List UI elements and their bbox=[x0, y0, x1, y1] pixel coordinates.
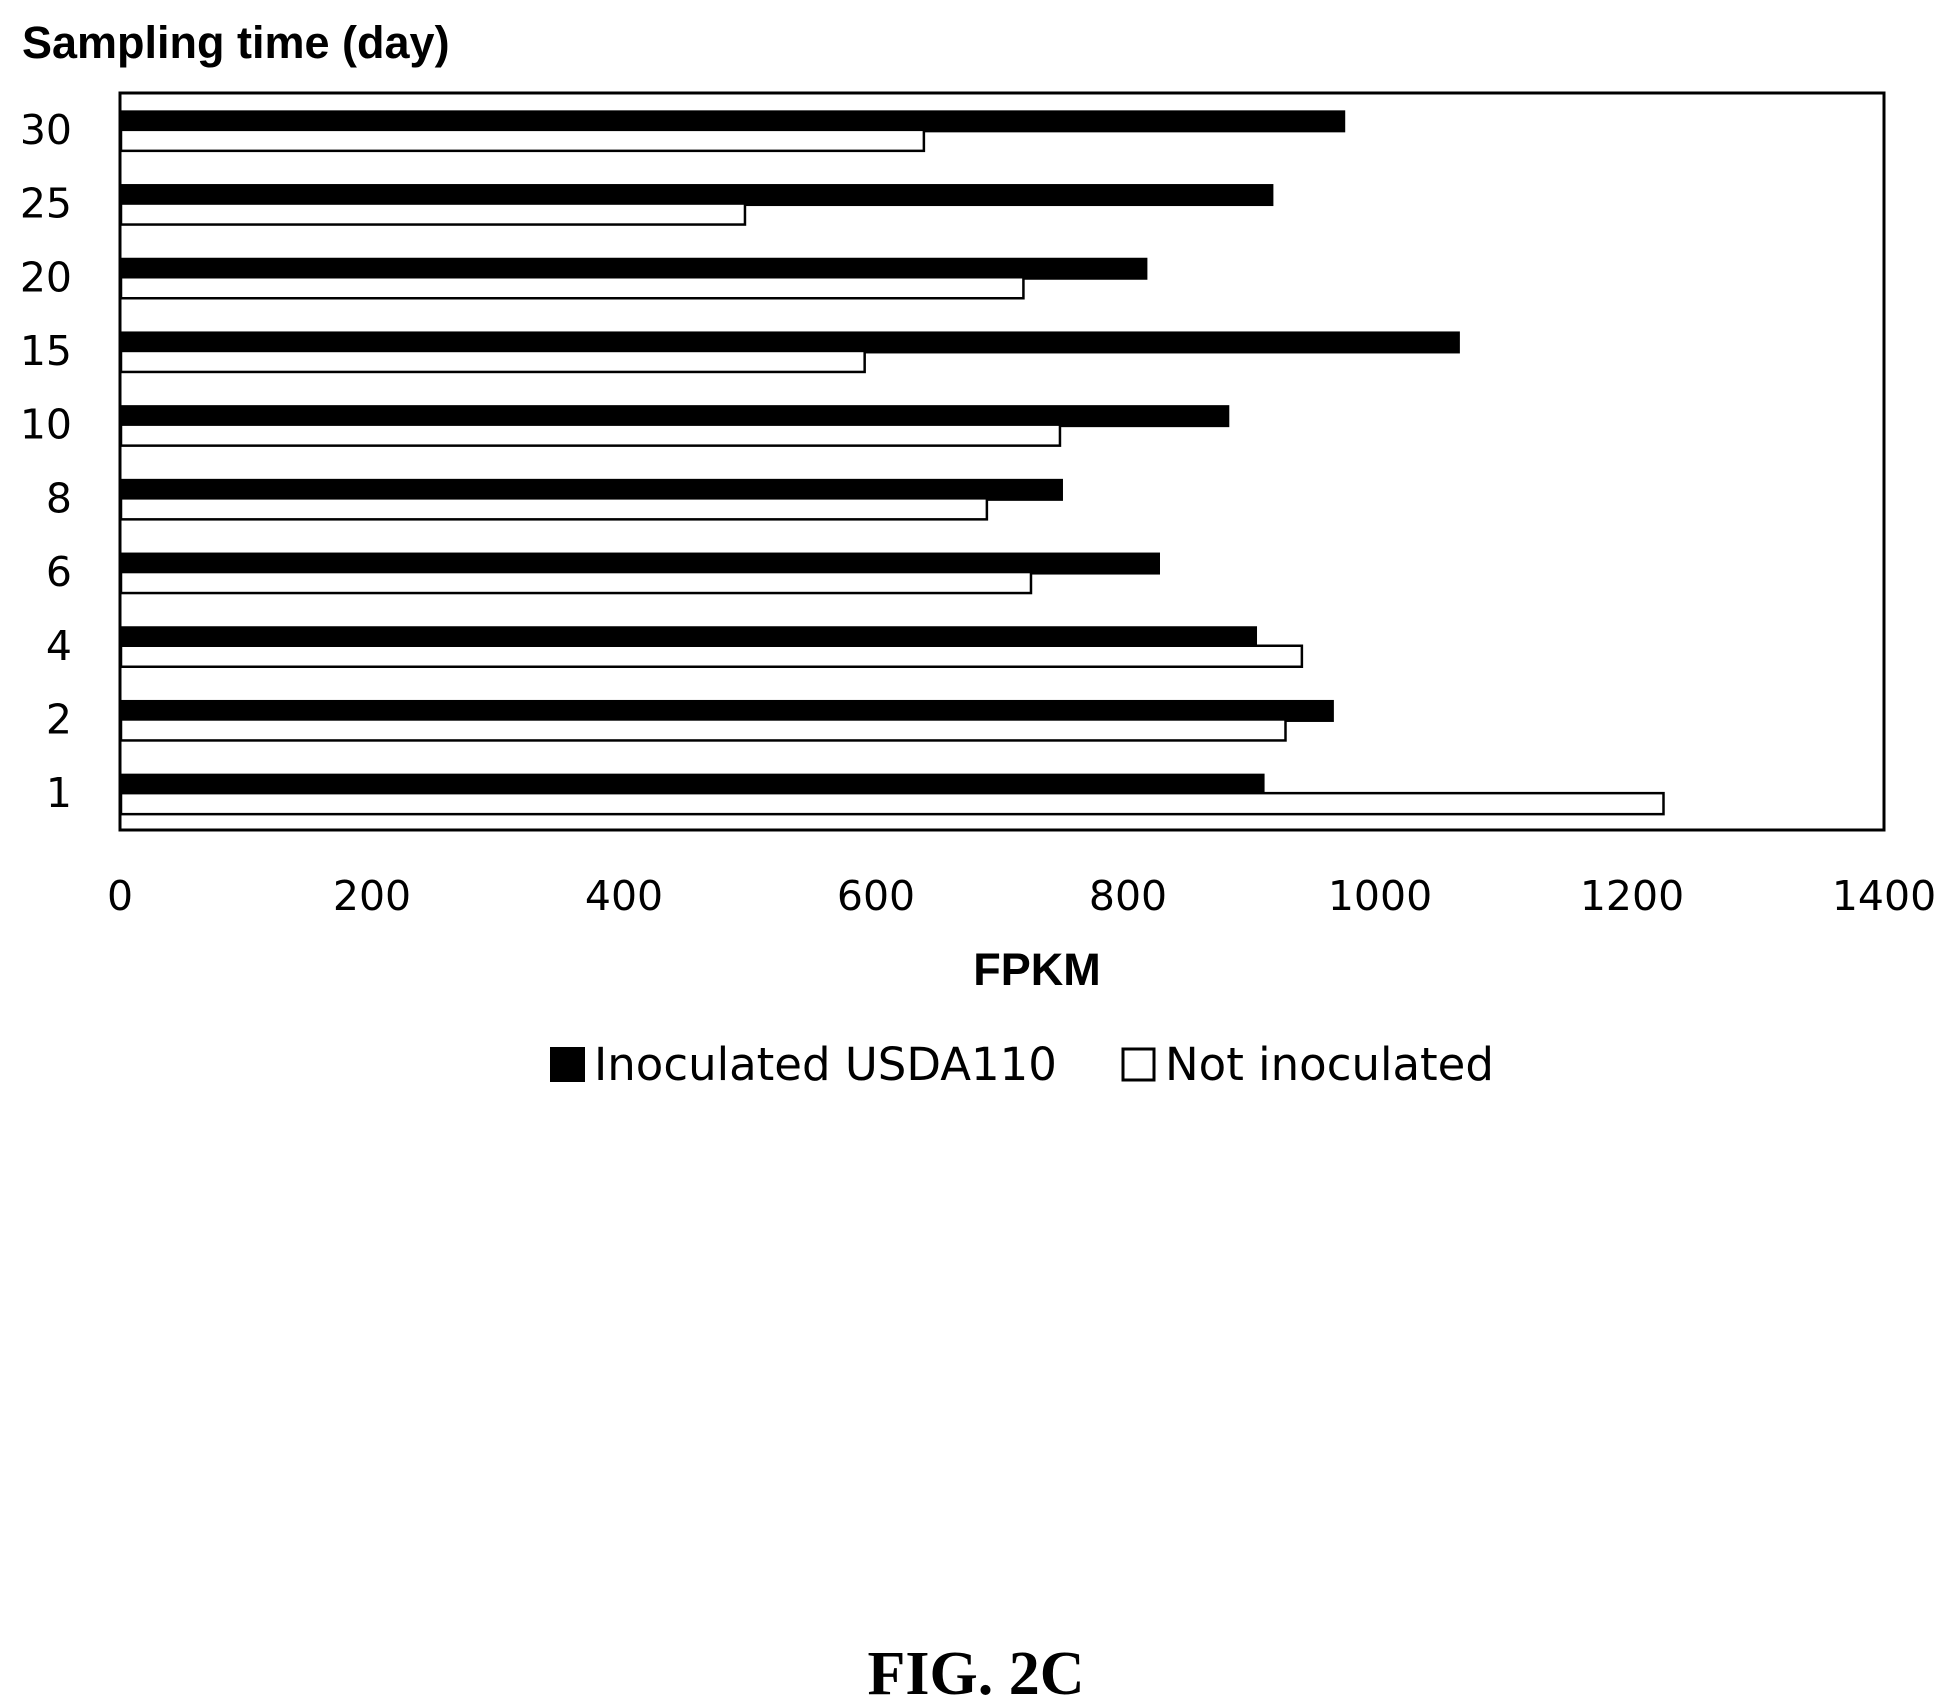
y-axis-title: Sampling time (day) bbox=[22, 17, 450, 68]
y-tick-label: 25 bbox=[20, 180, 72, 228]
y-tick-label: 6 bbox=[46, 548, 72, 596]
x-tick-label: 400 bbox=[585, 872, 663, 920]
bar-not-inoculated-day-15 bbox=[119, 349, 866, 374]
x-tick-label: 1200 bbox=[1580, 872, 1684, 920]
legend-swatch-inoculated bbox=[550, 1047, 585, 1082]
bar-not-inoculated-day-20 bbox=[119, 276, 1025, 300]
bar-not-inoculated-day-30 bbox=[119, 128, 926, 153]
legend: Inoculated USDA110 Not inoculated bbox=[550, 1038, 1494, 1091]
bar-not-inoculated-day-1 bbox=[119, 791, 1665, 816]
legend-swatch-not-inoculated bbox=[1121, 1047, 1156, 1082]
bars-group bbox=[119, 110, 1665, 816]
y-tick-labels: 1 2 4 6 8 10 15 20 25 30 bbox=[20, 106, 72, 817]
x-axis-title: FPKM bbox=[973, 944, 1101, 995]
y-tick-label: 30 bbox=[20, 106, 72, 154]
bar-not-inoculated-day-4 bbox=[119, 644, 1304, 668]
x-tick-label: 600 bbox=[837, 872, 915, 920]
y-tick-label: 4 bbox=[46, 622, 72, 670]
y-tick-label: 15 bbox=[20, 327, 72, 375]
x-tick-label: 1400 bbox=[1832, 872, 1936, 920]
y-tick-label: 2 bbox=[46, 695, 72, 743]
figure-caption: FIG. 2C bbox=[868, 1640, 1085, 1708]
bar-not-inoculated-day-2 bbox=[119, 718, 1287, 742]
legend-label-not-inoculated: Not inoculated bbox=[1165, 1038, 1494, 1091]
legend-label-inoculated: Inoculated USDA110 bbox=[594, 1038, 1057, 1091]
bar-not-inoculated-day-8 bbox=[119, 497, 989, 521]
x-tick-labels: 0 200 400 600 800 1000 1200 1400 bbox=[107, 872, 1936, 920]
y-tick-label: 1 bbox=[46, 769, 72, 817]
x-tick-label: 0 bbox=[107, 872, 133, 920]
y-tick-label: 10 bbox=[20, 401, 72, 449]
bar-not-inoculated-day-6 bbox=[119, 570, 1033, 595]
x-tick-label: 800 bbox=[1089, 872, 1167, 920]
bar-not-inoculated-day-10 bbox=[119, 423, 1062, 447]
plot-area bbox=[118, 91, 1886, 832]
y-tick-label: 20 bbox=[20, 253, 72, 301]
x-tick-label: 200 bbox=[333, 872, 411, 920]
bar-not-inoculated-day-25 bbox=[119, 202, 747, 226]
x-tick-label: 1000 bbox=[1328, 872, 1432, 920]
y-tick-label: 8 bbox=[46, 474, 72, 522]
